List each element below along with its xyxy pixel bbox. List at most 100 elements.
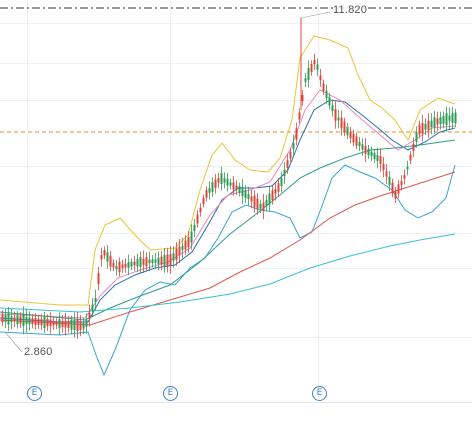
candle-body	[310, 64, 313, 72]
candle-body	[157, 257, 160, 264]
candle-body	[82, 322, 85, 329]
candle-body	[448, 115, 451, 121]
candle-body	[145, 257, 148, 266]
candle-body	[442, 116, 445, 124]
candle-body	[202, 198, 205, 204]
candle-body	[64, 320, 67, 328]
event-marker-icon[interactable]: E	[27, 386, 42, 401]
candle-body	[217, 177, 220, 183]
candle-body	[22, 314, 25, 327]
candle-body	[199, 207, 202, 213]
candle-body	[61, 320, 64, 327]
candle-body	[445, 113, 448, 125]
grid-line	[0, 337, 472, 338]
candle-body	[367, 148, 370, 156]
candle-body	[13, 317, 16, 322]
candle-body	[76, 319, 79, 331]
candle-body	[313, 59, 316, 65]
candle-body	[19, 316, 22, 324]
grid-line	[0, 23, 472, 24]
candle-body	[193, 224, 196, 232]
event-marker-icon[interactable]: E	[163, 386, 178, 401]
candle-body	[307, 68, 310, 80]
candle-body	[394, 191, 397, 199]
candle-body	[400, 181, 403, 185]
candle-body	[406, 166, 409, 170]
candle-body	[211, 182, 214, 192]
candle-body	[262, 202, 265, 211]
grid-line	[27, 0, 28, 400]
candle-body	[4, 315, 7, 322]
candle-body	[235, 185, 238, 190]
candle-body	[7, 313, 10, 325]
moving-average-line	[0, 171, 456, 326]
candle-body	[415, 131, 418, 142]
moving-average-line	[0, 89, 456, 319]
candle-body	[16, 315, 19, 325]
high-price-label: 11.820	[333, 4, 368, 16]
candle-body	[421, 123, 424, 134]
candle-body	[358, 141, 361, 147]
candle-body	[271, 190, 274, 200]
candle-body	[454, 112, 457, 124]
candle-body	[451, 113, 454, 123]
candle-body	[343, 121, 346, 133]
candle-body	[43, 316, 46, 329]
candle-body	[91, 304, 94, 311]
candle-body	[376, 155, 379, 161]
low-price-label: 2.860	[24, 346, 53, 358]
candle-body	[352, 133, 355, 143]
candle-body	[163, 254, 166, 266]
candle-body	[160, 256, 163, 265]
candle-body	[433, 117, 436, 128]
candle-body	[319, 75, 322, 81]
candle-body	[250, 196, 253, 202]
candle-body	[175, 248, 178, 260]
candle-body	[289, 151, 292, 159]
candle-body	[112, 262, 115, 268]
candle-body	[397, 184, 400, 194]
candle-body	[166, 254, 169, 266]
candle-body	[220, 173, 223, 185]
candle-body	[121, 264, 124, 269]
candle-body	[10, 316, 13, 322]
candle-body	[274, 189, 277, 194]
candle-body	[190, 231, 193, 243]
candle-body	[382, 163, 385, 171]
candle-body	[37, 318, 40, 325]
candle-body	[283, 169, 286, 177]
candle-body	[388, 176, 391, 186]
candle-body	[259, 203, 262, 209]
candle-body	[124, 263, 127, 268]
candle-body	[100, 255, 103, 260]
candle-body	[241, 186, 244, 197]
event-marker-icon[interactable]: E	[312, 386, 327, 401]
candle-body	[31, 318, 34, 324]
candle-body	[127, 262, 130, 268]
candle-body	[301, 94, 304, 102]
candle-body	[253, 195, 256, 208]
candle-body	[379, 156, 382, 164]
candle-body	[133, 261, 136, 266]
candle-body	[55, 321, 58, 326]
candle-body	[337, 117, 340, 121]
candle-body	[151, 259, 154, 264]
candle-body	[181, 246, 184, 250]
candle-body	[52, 321, 55, 326]
candle-body	[304, 78, 307, 82]
candle-body	[238, 186, 241, 193]
candle-body	[103, 250, 106, 256]
candle-body	[184, 240, 187, 250]
candle-body	[154, 259, 157, 263]
candle-body	[280, 177, 283, 187]
candle-body	[247, 194, 250, 200]
candle-body	[88, 312, 91, 319]
candle-body	[292, 142, 295, 150]
candle-body	[346, 126, 349, 136]
moving-average-line	[0, 233, 456, 313]
candle-body	[1, 314, 4, 323]
candle-body	[439, 117, 442, 125]
candle-body	[85, 320, 88, 327]
